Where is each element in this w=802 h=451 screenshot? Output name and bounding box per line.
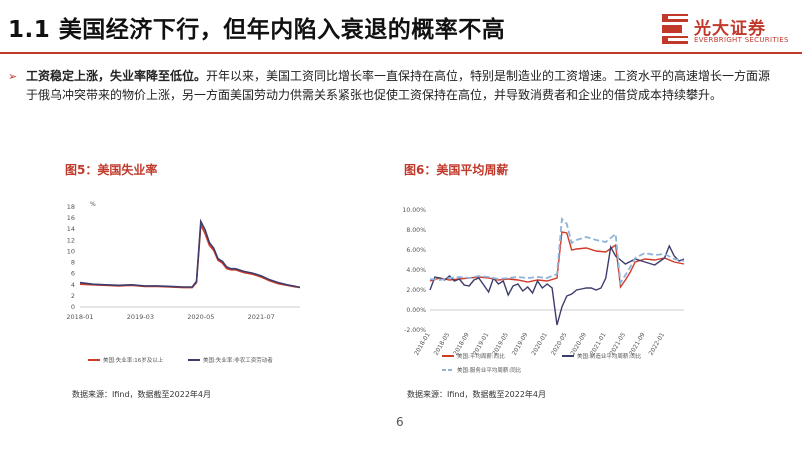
x-tick-label-7: 2020-05 [550, 331, 569, 356]
y-tick-label-2: 4 [71, 281, 75, 289]
y-tick-label-6: 10.00% [402, 207, 426, 214]
x-tick-label-0: 2018-01 [413, 331, 432, 356]
y-tick-label-9: 18 [67, 203, 75, 211]
series-line-1 [429, 244, 685, 326]
page-number: 6 [396, 415, 404, 429]
unemployment-chart: % 0 2 4 6 8 10 12 14 16 18 2018-01 2019-03 2020-05 202… [66, 201, 300, 364]
x-tick-label-3: 2019-01 [472, 331, 491, 356]
y-unit-label: % [90, 201, 96, 208]
legend-label-2: 美国:服务业平均周薪:同比 [457, 366, 522, 374]
weekly-earnings-chart: -2.00% 0.00% 2.00% 4.00% 6.00% 8.00% 10.00% 201… [402, 207, 685, 374]
y-tick-label-0: -2.00% [404, 327, 426, 334]
y-tick-label-1: 0.00% [406, 307, 426, 314]
x-tick-label-9: 2021-01 [589, 331, 608, 356]
bullet-paragraph: ➢ 工资稳定上涨，失业率降至低位。开年以来，美国工资同比增长率一直保持在高位，特… [8, 67, 776, 105]
x-tick-label-10: 2021-05 [609, 331, 628, 356]
chart6-title: 图6：美国平均周薪 [404, 163, 509, 177]
y-tick-label-0: 0 [71, 303, 75, 311]
x-tick-label-2: 2020-05 [187, 313, 214, 321]
x-tick-label-1: 2018-05 [433, 331, 452, 356]
chart5-title: 图5：美国失业率 [65, 163, 158, 177]
x-tick-label-12: 2022-01 [648, 331, 667, 356]
y-tick-label-4: 8 [71, 259, 75, 267]
series-line-0 [429, 231, 685, 289]
y-tick-label-7: 14 [67, 225, 75, 233]
chart6-source: 数据来源：Ifind，数据截至2022年4月 [407, 390, 546, 399]
y-tick-label-1: 2 [71, 292, 75, 300]
x-tick-label-3: 2021-07 [248, 313, 275, 321]
chart5-source: 数据来源：Ifind，数据截至2022年4月 [72, 390, 211, 399]
logo-text-en: EVERBRIGHT SECURITIES [694, 36, 789, 44]
logo-text-cn: 光大证券 [694, 19, 766, 39]
y-tick-label-4: 6.00% [406, 247, 426, 254]
legend-label-1: 美国:制造业平均周薪:同比 [577, 352, 642, 360]
title-underline [0, 52, 802, 54]
series-line-1 [79, 218, 300, 289]
logo-mark-icon [662, 14, 688, 44]
x-tick-label-11: 2021-09 [628, 331, 647, 356]
y-tick-label-5: 8.00% [406, 227, 426, 234]
x-tick-label-2: 2018-09 [452, 331, 471, 356]
y-tick-label-8: 16 [67, 214, 75, 222]
legend-label-1: 美国:失业率:非农工资劳动者 [203, 356, 273, 364]
bullet-lead: 工资稳定上涨，失业率降至低位。 [26, 69, 207, 83]
x-tick-label-0: 2018-01 [66, 313, 93, 321]
everbright-logo: 光大证券 EVERBRIGHT SECURITIES [662, 12, 798, 48]
x-tick-label-6: 2020-01 [530, 331, 549, 356]
legend-label-0: 美国:失业率:16岁及以上 [103, 356, 164, 364]
series-line-2 [429, 216, 685, 286]
x-tick-label-8: 2020-09 [569, 331, 588, 356]
y-tick-label-5: 10 [67, 247, 75, 255]
y-tick-label-2: 2.00% [406, 287, 426, 294]
y-tick-label-3: 4.00% [406, 267, 426, 274]
legend-label-0: 美国:平均周薪:同比 [457, 352, 505, 360]
x-tick-label-4: 2019-05 [491, 331, 510, 356]
bullet-body: 开年以来，美国工资同比增长率一直保持在高位，特别是制造业的工资增速。工资水平的高… [26, 69, 771, 102]
x-tick-label-5: 2019-09 [511, 331, 530, 356]
y-tick-label-3: 6 [71, 270, 75, 278]
page-title: 1.1 美国经济下行，但年内陷入衰退的概率不高 [8, 17, 506, 43]
x-tick-label-1: 2019-03 [127, 313, 154, 321]
bullet-arrow-icon: ➢ [8, 70, 18, 83]
y-tick-label-6: 12 [67, 236, 75, 244]
